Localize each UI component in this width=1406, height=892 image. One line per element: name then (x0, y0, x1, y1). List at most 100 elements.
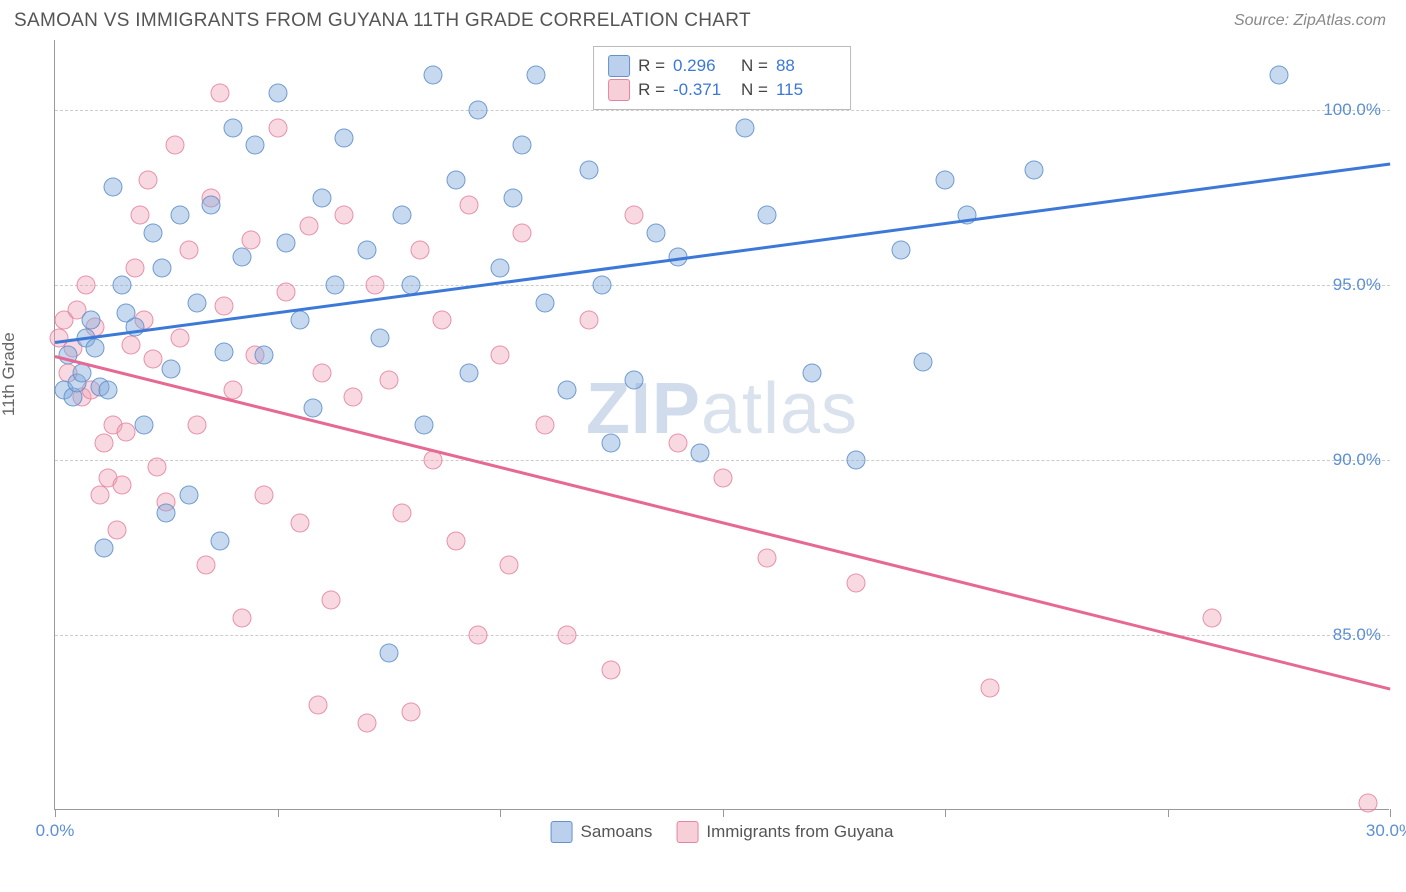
data-point (268, 83, 287, 102)
data-point (499, 556, 518, 575)
y-tick-label: 95.0% (1333, 275, 1381, 295)
data-point (758, 206, 777, 225)
data-point (210, 531, 229, 550)
data-point (112, 276, 131, 295)
legend-row-samoans: R = 0.296 N = 88 (608, 55, 836, 77)
data-point (357, 241, 376, 260)
data-point (99, 381, 118, 400)
data-point (215, 342, 234, 361)
data-point (130, 206, 149, 225)
data-point (308, 696, 327, 715)
data-point (77, 276, 96, 295)
bottom-legend-guyana: Immigrants from Guyana (676, 821, 893, 843)
legend-stats-box: R = 0.296 N = 88 R = -0.371 N = 115 (593, 46, 851, 110)
data-point (335, 129, 354, 148)
gridline (55, 285, 1390, 286)
data-point (410, 241, 429, 260)
data-point (86, 339, 105, 358)
data-point (557, 626, 576, 645)
data-point (290, 311, 309, 330)
data-point (580, 311, 599, 330)
y-tick-label: 90.0% (1333, 450, 1381, 470)
data-point (847, 573, 866, 592)
data-point (179, 241, 198, 260)
data-point (313, 363, 332, 382)
data-point (624, 206, 643, 225)
x-tick (945, 809, 946, 817)
gridline (55, 635, 1390, 636)
y-axis-label: 11th Grade (0, 332, 19, 416)
data-point (393, 206, 412, 225)
data-point (1025, 160, 1044, 179)
data-point (139, 171, 158, 190)
data-point (126, 258, 145, 277)
data-point (108, 521, 127, 540)
data-point (255, 346, 274, 365)
legend-row-guyana: R = -0.371 N = 115 (608, 79, 836, 101)
data-point (90, 486, 109, 505)
plot-area: ZIPatlas R = 0.296 N = 88 R = -0.371 N =… (54, 40, 1389, 810)
data-point (468, 101, 487, 120)
data-point (602, 661, 621, 680)
data-point (491, 258, 510, 277)
data-point (161, 360, 180, 379)
data-point (669, 433, 688, 452)
data-point (232, 248, 251, 267)
data-point (94, 538, 113, 557)
y-tick-label: 100.0% (1323, 100, 1381, 120)
data-point (891, 241, 910, 260)
data-point (513, 136, 532, 155)
y-tick-label: 85.0% (1333, 625, 1381, 645)
data-point (459, 195, 478, 214)
data-point (936, 171, 955, 190)
data-point (424, 66, 443, 85)
data-point (246, 136, 265, 155)
data-point (152, 258, 171, 277)
data-point (593, 276, 612, 295)
data-point (847, 451, 866, 470)
x-tick (55, 809, 56, 817)
data-point (468, 626, 487, 645)
data-point (1203, 608, 1222, 627)
bottom-legend-samoans: Samoans (551, 821, 653, 843)
data-point (802, 363, 821, 382)
data-point (526, 66, 545, 85)
data-point (81, 311, 100, 330)
data-point (117, 423, 136, 442)
data-point (277, 234, 296, 253)
data-point (393, 503, 412, 522)
data-point (433, 311, 452, 330)
data-point (188, 416, 207, 435)
data-point (491, 346, 510, 365)
data-point (121, 335, 140, 354)
data-point (148, 458, 167, 477)
data-point (103, 178, 122, 197)
x-tick (1390, 809, 1391, 817)
data-point (188, 293, 207, 312)
gridline (55, 460, 1390, 461)
x-tick (278, 809, 279, 817)
data-point (557, 381, 576, 400)
x-tick-label: 30.0% (1366, 821, 1406, 841)
data-point (179, 486, 198, 505)
data-point (459, 363, 478, 382)
data-point (335, 206, 354, 225)
trend-line (55, 163, 1390, 344)
data-point (232, 608, 251, 627)
data-point (210, 83, 229, 102)
data-point (143, 223, 162, 242)
data-point (535, 416, 554, 435)
data-point (446, 531, 465, 550)
data-point (1269, 66, 1288, 85)
data-point (326, 276, 345, 295)
data-point (157, 503, 176, 522)
data-point (402, 703, 421, 722)
legend-swatch-pink (608, 79, 630, 101)
trend-line (55, 355, 1391, 690)
data-point (277, 283, 296, 302)
x-tick (1168, 809, 1169, 817)
data-point (1358, 794, 1377, 813)
source-label: Source: ZipAtlas.com (1234, 12, 1386, 30)
data-point (313, 188, 332, 207)
data-point (379, 370, 398, 389)
